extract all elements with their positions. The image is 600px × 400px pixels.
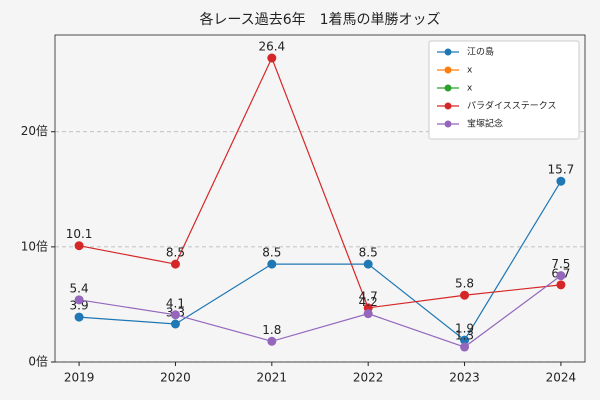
x-tick-label: 2022 — [353, 371, 384, 385]
series-line — [78, 275, 562, 348]
legend-label: 江の島 — [467, 46, 494, 58]
data-label: 5.4 — [70, 281, 89, 295]
legend-marker — [444, 48, 452, 56]
point — [267, 336, 277, 346]
point — [170, 319, 180, 329]
point — [556, 176, 566, 186]
data-label: 4.1 — [166, 296, 185, 310]
y-tick-label: 10倍 — [21, 238, 48, 253]
point — [460, 342, 470, 352]
y-tick-label: 0倍 — [28, 354, 48, 369]
data-label: 8.5 — [166, 246, 185, 260]
chart-title: 各レース過去6年 1着馬の単勝オッズ — [199, 12, 440, 28]
x-tick-label: 2023 — [449, 371, 480, 385]
x-tick-label: 2024 — [546, 371, 577, 385]
data-label: 1.3 — [455, 329, 474, 343]
point — [363, 309, 373, 319]
point — [170, 310, 180, 320]
legend-marker — [444, 102, 452, 110]
legend-marker — [444, 84, 452, 92]
legend-label: x — [467, 66, 473, 76]
data-label: 3.9 — [70, 299, 89, 313]
data-label: 10.1 — [66, 227, 93, 241]
point — [74, 241, 84, 251]
point — [460, 335, 470, 345]
point — [556, 271, 566, 281]
point — [267, 259, 277, 269]
point — [170, 259, 180, 269]
legend-marker — [444, 66, 452, 74]
data-label: 4.7 — [359, 289, 378, 303]
point — [267, 53, 277, 63]
point — [363, 259, 373, 269]
point — [460, 290, 470, 300]
series-line — [78, 56, 561, 309]
data-label: 5.8 — [455, 277, 474, 291]
legend-marker — [444, 120, 452, 128]
x-tick-label: 2020 — [160, 371, 191, 385]
point — [74, 312, 84, 322]
x-tick-label: 2021 — [257, 371, 288, 385]
data-label: 1.9 — [455, 322, 474, 336]
data-label: 26.4 — [258, 40, 285, 54]
data-label: 8.5 — [359, 246, 378, 260]
legend-box — [428, 40, 580, 140]
y-tick-label: 20倍 — [21, 123, 48, 138]
series-line — [79, 180, 562, 342]
plot-frame — [54, 34, 586, 363]
data-label: 4.2 — [359, 295, 378, 309]
data-label: 8.5 — [262, 246, 281, 260]
data-label: 1.8 — [262, 323, 281, 337]
data-label: 7.5 — [551, 257, 570, 271]
legend-label: 宝塚記念 — [467, 118, 503, 130]
legend-label: パラダイスステークス — [467, 100, 556, 112]
point — [74, 295, 84, 305]
x-tick-label: 2019 — [64, 371, 95, 385]
point — [556, 280, 566, 290]
legend-label: x — [467, 84, 473, 94]
data-label: 15.7 — [548, 163, 575, 177]
